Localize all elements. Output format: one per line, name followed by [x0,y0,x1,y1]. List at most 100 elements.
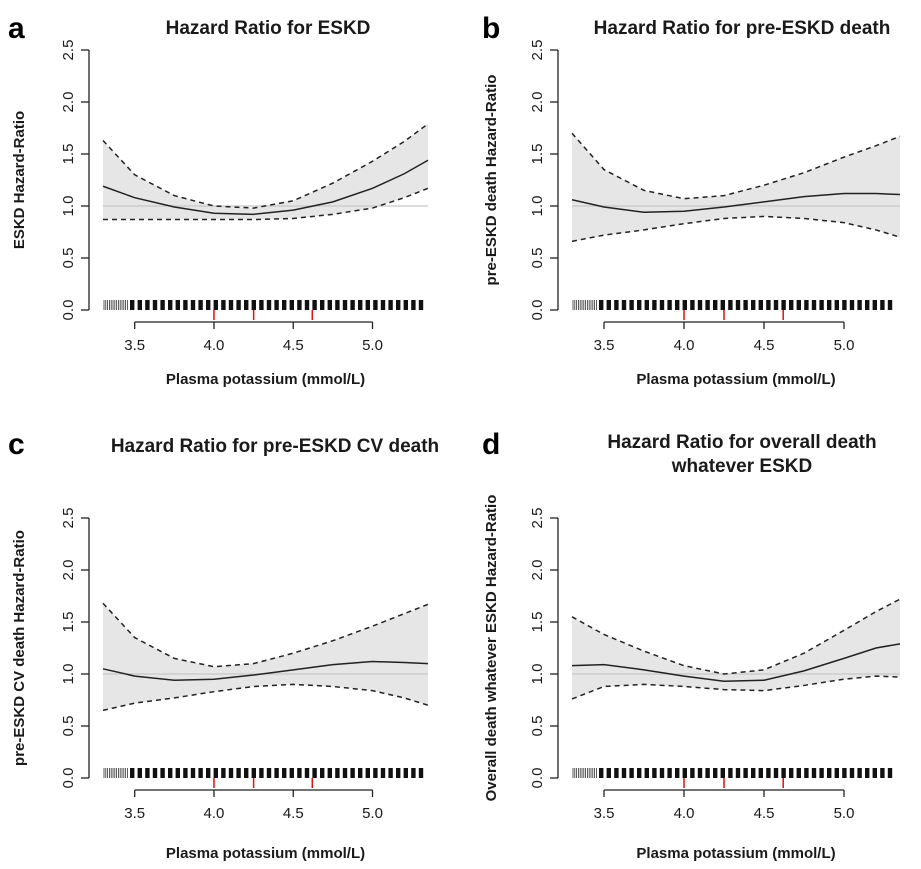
rug-tick [796,768,801,778]
rug-tick [675,300,680,310]
rug-tick [145,768,150,778]
rug-tick [720,300,725,310]
rug-tick [796,300,801,310]
rug-tick [297,768,302,778]
rug-tick [758,768,763,778]
rug-tick [599,300,604,310]
rug-tick [834,300,839,310]
x-tick-label: 4.0 [204,805,225,822]
rug-tick [152,768,158,778]
rug-tick [198,300,203,310]
rug-tick [350,768,355,778]
panel-a: a Hazard Ratio for ESKD 0.0 0.5 1.0 1.5 2.0 2.5… [8,12,429,388]
y-tick-label: 0.0 [60,300,77,321]
rug-tick [834,768,839,778]
rug-tick [289,768,294,778]
rug-tick [251,768,256,778]
rug-tick [697,300,703,310]
rug-tick [213,768,218,778]
rug-tick [358,768,363,778]
rug-tick [606,300,611,310]
rug-tick [365,300,370,310]
rug-tick [206,300,211,310]
rug-tick [380,300,386,310]
rug-tick [659,300,665,310]
rug-tick [236,300,241,310]
rug-tick [259,768,264,778]
rug-tick [251,300,256,310]
rug-tick [418,300,424,310]
rug-tick [690,768,695,778]
y-tick-label: 0.5 [60,716,77,737]
rug-tick [629,768,634,778]
rug-tick [396,300,401,310]
y-tick-label: 1.5 [60,144,77,165]
rug-tick [282,768,287,778]
rug-tick [266,300,272,310]
series-upper-line [571,132,901,200]
y-axis-label: pre-ESKD CV death Hazard-Ratio [11,530,28,766]
rug-tick [312,300,317,310]
x-tick-label: 4.5 [283,337,304,354]
rug-tick [637,300,642,310]
rug-tick [304,768,310,778]
panel-title: Hazard Ratio for overall death whatever E… [607,432,876,477]
rug-tick [621,300,627,310]
rug-tick [720,768,725,778]
rug-tick [244,768,249,778]
rug-tick [697,768,703,778]
rug-tick [827,768,832,778]
panel-title-line: Hazard Ratio for overall death [607,432,876,453]
y-tick-label: 1.5 [529,612,546,633]
rug-tick [198,768,203,778]
rug-tick [320,768,325,778]
panel-title-line: Hazard Ratio for ESKD [166,18,371,39]
panel-title: Hazard Ratio for ESKD [166,18,371,39]
rug-tick [206,768,211,778]
panel-title-line: Hazard Ratio for pre-ESKD death [594,18,891,39]
rug-tick [137,768,142,778]
y-tick-label: 1.0 [529,664,546,685]
rug-tick [880,768,885,778]
confidence-band [103,603,428,711]
rug-tick [743,768,748,778]
rug-tick [614,768,619,778]
rug-tick [175,768,180,778]
rug-tick [621,768,627,778]
y-axis-label: ESKD Hazard-Ratio [11,111,28,249]
y-tick-label: 0.5 [529,716,546,737]
rug-tick [274,768,279,778]
series-upper-line [102,123,429,209]
rug-tick [137,300,142,310]
series-lower-line [571,675,901,700]
rug-tick [350,300,355,310]
x-tick-label: 4.5 [283,805,304,822]
panel-d: d Hazard Ratio for overall death whatever … [482,428,901,862]
y-tick-label: 2.0 [60,92,77,113]
rug-tick [213,300,218,310]
rug-tick [675,768,680,778]
rug-tick [380,768,386,778]
rug-tick [682,300,687,310]
panel-letter: c [8,428,25,461]
rug-tick [872,300,877,310]
rug-tick [887,300,893,310]
rug-tick [857,300,862,310]
y-tick-label: 0.0 [60,768,77,789]
y-tick-label: 1.0 [529,196,546,217]
rug-tick [789,768,794,778]
rug-tick [259,300,264,310]
x-tick-label: 5.0 [362,337,383,354]
rug-tick [887,768,893,778]
rug-tick [411,768,416,778]
panel-c: c Hazard Ratio for pre-ESKD CV death 0.0 0.… [8,428,439,862]
x-tick-label: 3.5 [594,805,615,822]
rug-tick [373,300,378,310]
rug-marks [572,768,893,778]
rug-tick [168,768,173,778]
rug-tick [289,300,294,310]
rug-marks [103,300,424,310]
rug-tick [266,768,272,778]
rug-tick [819,768,824,778]
